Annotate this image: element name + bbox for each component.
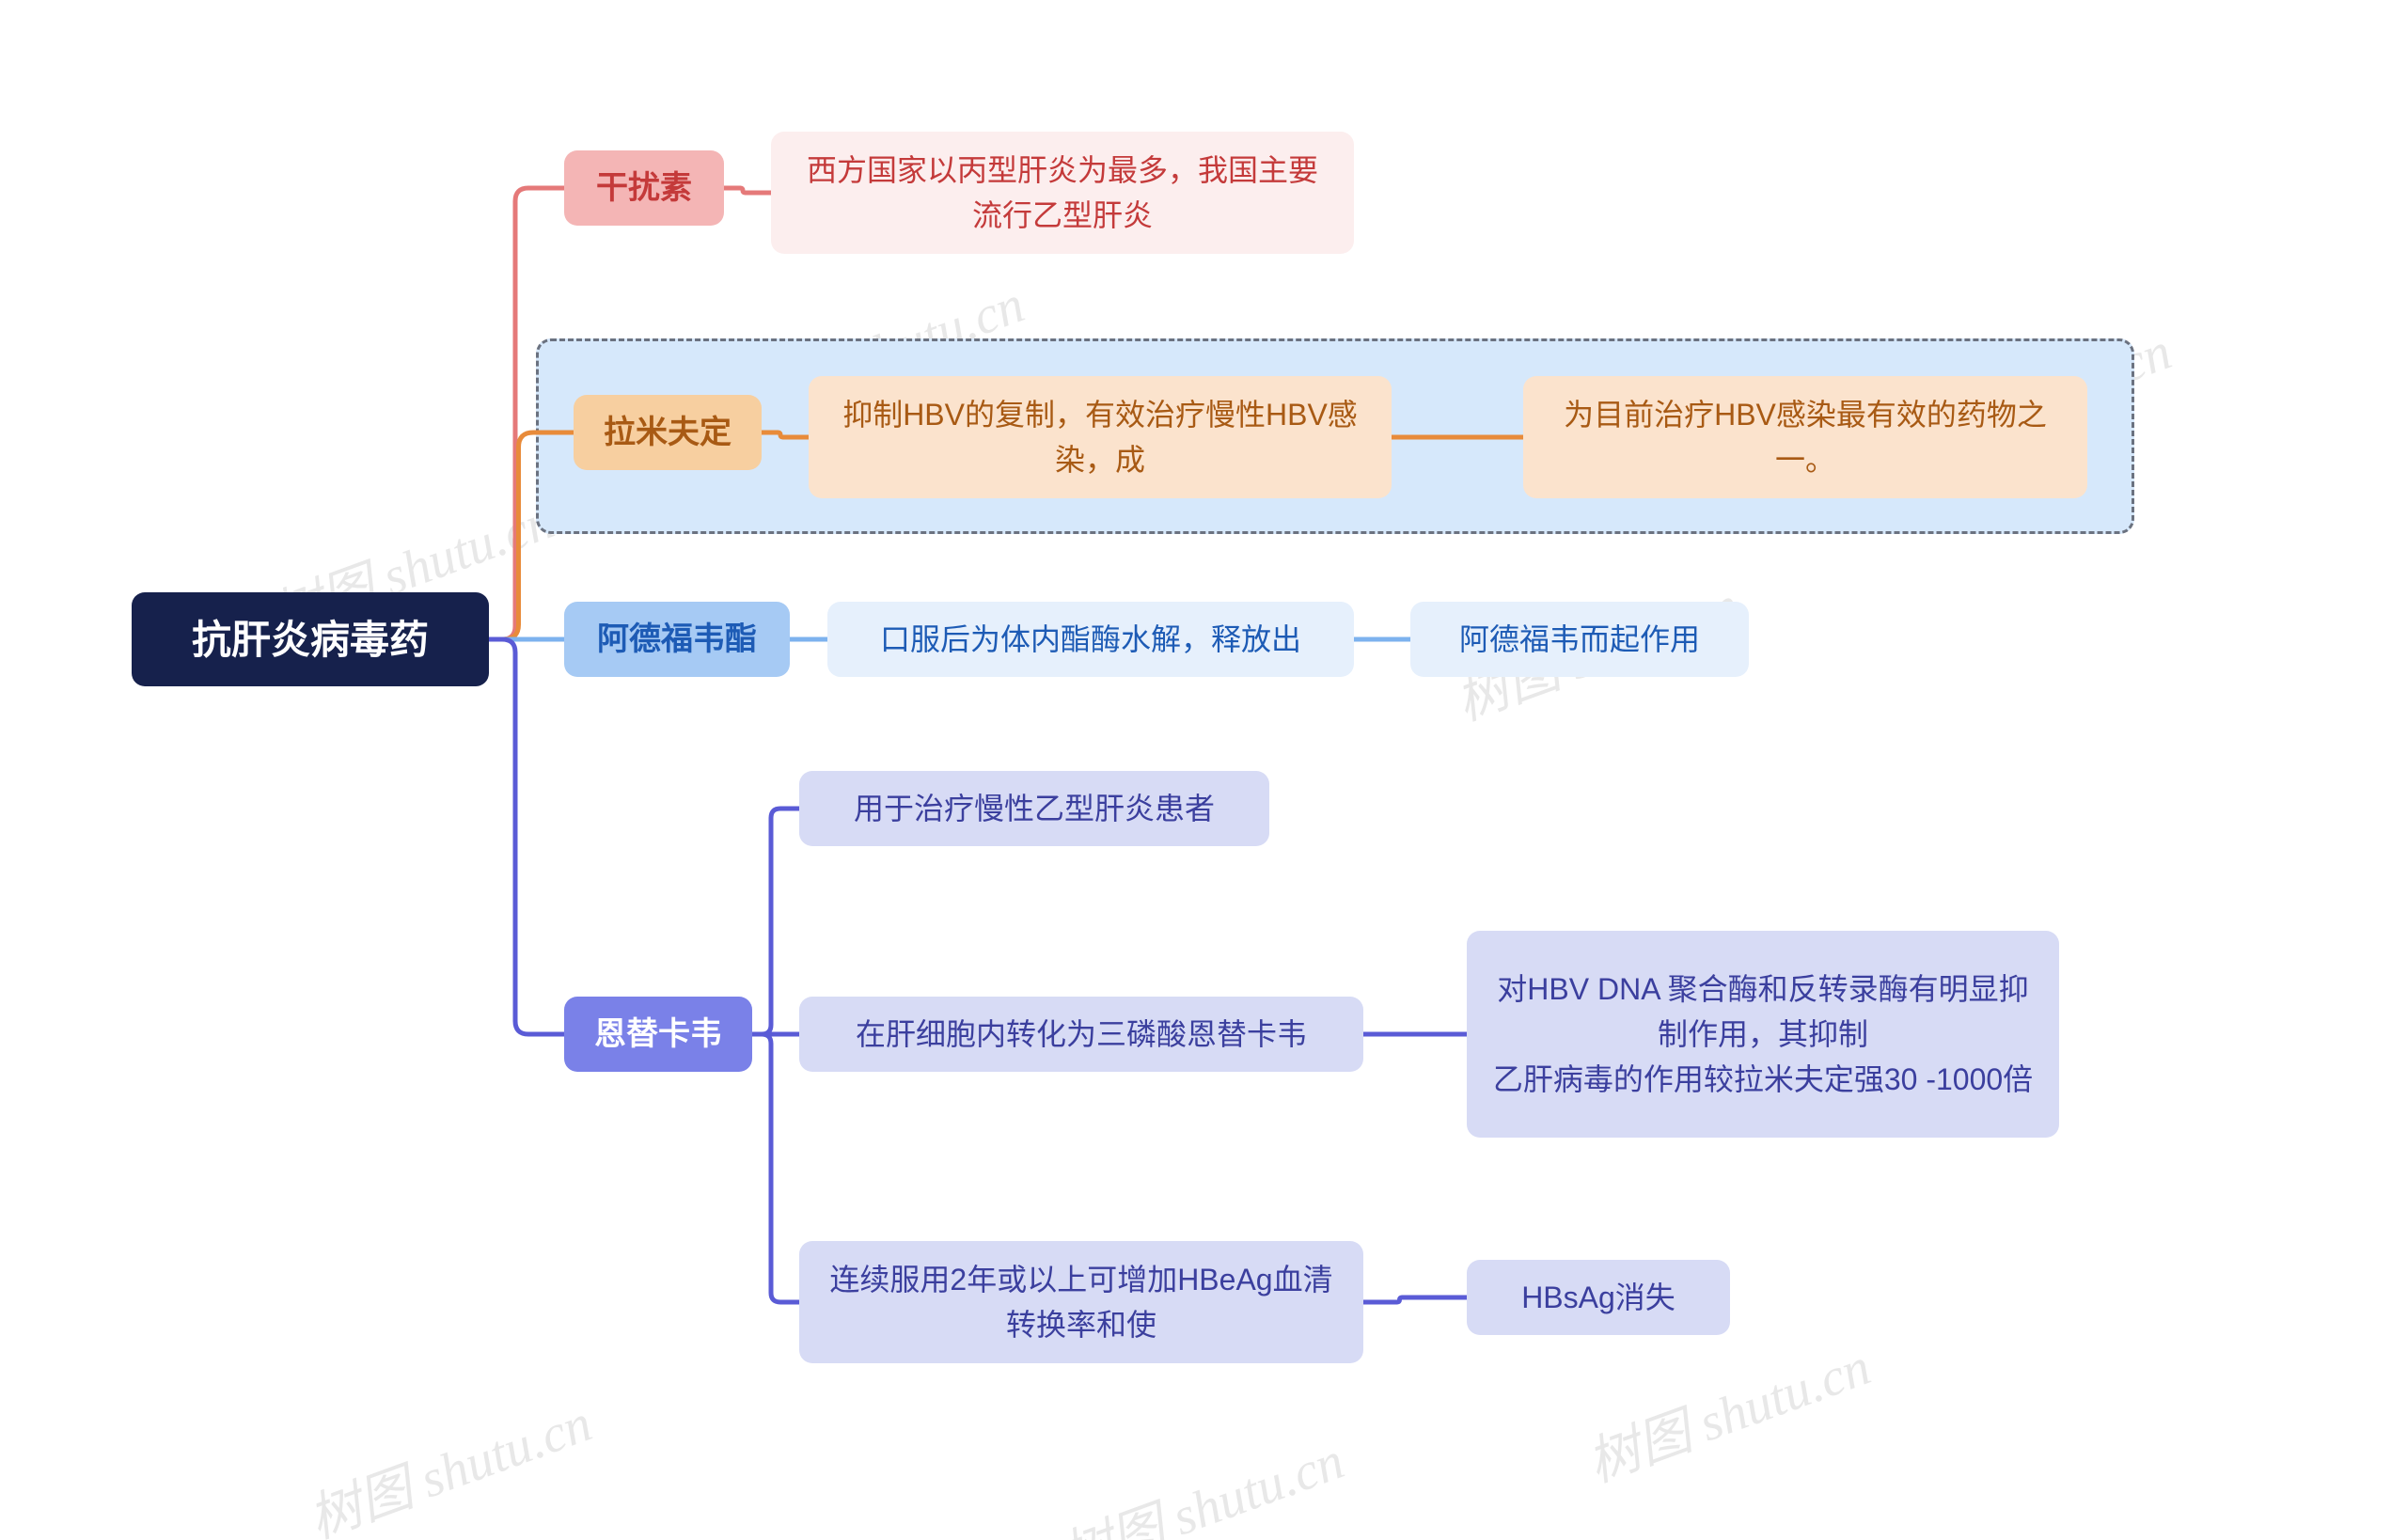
node-label: 在肝细胞内转化为三磷酸恩替卡韦 — [856, 1012, 1307, 1057]
node-label: 恩替卡韦 — [594, 1011, 722, 1059]
leaf-node: 为目前治疗HBV感染最有效的药物之一。 — [1523, 376, 2087, 498]
root-label: 抗肝炎病毒药 — [192, 610, 429, 669]
leaf-node: 连续服用2年或以上可增加HBeAg血清转换率和使 — [799, 1241, 1363, 1363]
node-label: 阿德福韦而起作用 — [1459, 617, 1700, 662]
node-label: HBsAg消失 — [1521, 1275, 1675, 1320]
node-label: 口服后为体内酯酶水解，释放出 — [880, 617, 1301, 662]
root-node: 抗肝炎病毒药 — [132, 592, 489, 686]
node-label: 阿德福韦酯 — [597, 616, 757, 664]
branch-node-entecavir: 恩替卡韦 — [564, 997, 752, 1072]
leaf-node: 抑制HBV的复制，有效治疗慢性HBV感染，成 — [809, 376, 1392, 498]
watermark: 树图 shutu.cn — [297, 1381, 601, 1540]
node-label: 连续服用2年或以上可增加HBeAg血清转换率和使 — [824, 1257, 1339, 1347]
node-label: 用于治疗慢性乙型肝炎患者 — [854, 786, 1215, 831]
watermark: 树图 shutu.cn — [1576, 1325, 1880, 1498]
node-label: 西方国家以丙型肝炎为最多，我国主要流行乙型肝炎 — [795, 148, 1329, 238]
watermark: 树图 shutu.cn — [1049, 1419, 1353, 1540]
branch-node-adefovir: 阿德福韦酯 — [564, 602, 790, 677]
node-label: 拉米夫定 — [604, 409, 732, 457]
branch-node-lamivudine: 拉米夫定 — [574, 395, 762, 470]
leaf-node: 用于治疗慢性乙型肝炎患者 — [799, 771, 1269, 846]
leaf-node: 对HBV DNA 聚合酶和反转录酶有明显抑制作用，其抑制 乙肝病毒的作用较拉米夫… — [1467, 931, 2059, 1138]
leaf-node: 西方国家以丙型肝炎为最多，我国主要流行乙型肝炎 — [771, 132, 1354, 254]
node-label: 干扰素 — [596, 165, 692, 212]
leaf-node: 阿德福韦而起作用 — [1410, 602, 1749, 677]
node-label: 为目前治疗HBV感染最有效的药物之一。 — [1548, 392, 2063, 482]
node-label: 对HBV DNA 聚合酶和反转录酶有明显抑制作用，其抑制 乙肝病毒的作用较拉米夫… — [1491, 966, 2035, 1102]
node-label: 抑制HBV的复制，有效治疗慢性HBV感染，成 — [833, 392, 1367, 482]
leaf-node: HBsAg消失 — [1467, 1260, 1730, 1335]
leaf-node: 在肝细胞内转化为三磷酸恩替卡韦 — [799, 997, 1363, 1072]
branch-node-interferon: 干扰素 — [564, 150, 724, 226]
leaf-node: 口服后为体内酯酶水解，释放出 — [827, 602, 1354, 677]
